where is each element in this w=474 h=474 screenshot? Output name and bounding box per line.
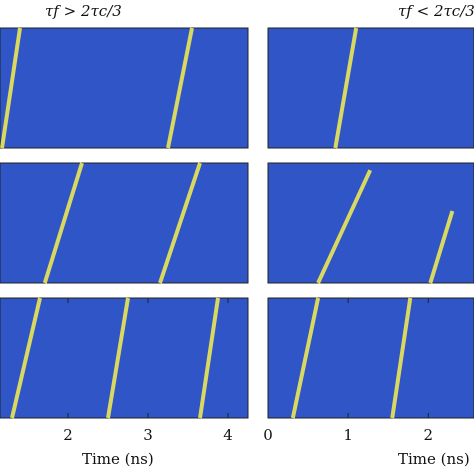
streak (10, 297, 42, 419)
streak (106, 297, 130, 419)
x-tick-label: 3 (143, 426, 153, 444)
panel-title: τf > 2τc/3 (45, 2, 122, 20)
streak (0, 27, 22, 149)
streak (166, 27, 194, 149)
panel-background (267, 297, 474, 419)
x-axis-label: Time (ns) (82, 450, 154, 468)
streak (158, 162, 202, 284)
streak (290, 297, 321, 419)
streak (42, 162, 84, 284)
x-tick-label: 1 (343, 426, 353, 444)
panel-background (0, 27, 249, 149)
x-tick-label: 4 (223, 426, 233, 444)
x-tick-label: 2 (63, 426, 73, 444)
panel-background (0, 162, 249, 284)
streak (428, 210, 455, 284)
streak (198, 297, 220, 419)
streak (390, 297, 413, 419)
panel-title: τf < 2τc/3 (398, 2, 474, 20)
streak (333, 27, 359, 149)
x-tick-label: 2 (424, 426, 434, 444)
x-axis-label: Time (ns) (398, 450, 470, 468)
panel-background (267, 162, 474, 284)
x-tick-label: 0 (263, 426, 273, 444)
panel-background (267, 27, 474, 149)
streak (316, 169, 373, 284)
